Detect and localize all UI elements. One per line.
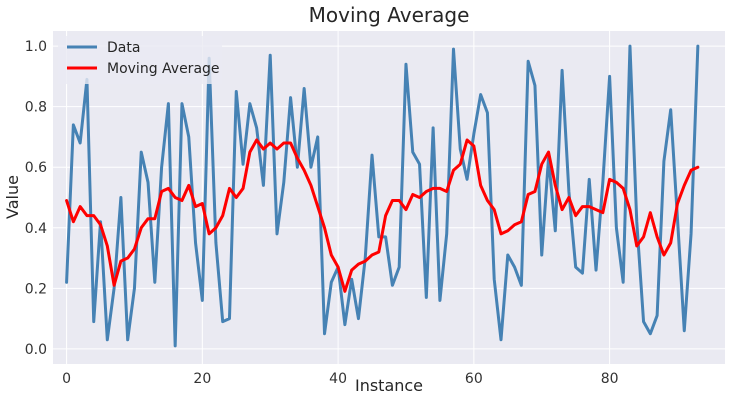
tick-labels: 0 20 40 60 80 0.0 0.2 0.4 0.6 0.8 1.0: [25, 39, 619, 387]
y-tick-label: 0.0: [25, 342, 47, 358]
x-tick-label: 20: [193, 371, 211, 387]
y-tick-label: 0.2: [25, 281, 47, 297]
plot-background: [53, 31, 725, 364]
legend-label-data: Data: [107, 40, 140, 56]
grid-lines: [53, 31, 725, 364]
x-axis-label: Instance: [355, 376, 423, 395]
y-axis-label: Value: [3, 175, 22, 219]
y-tick-label: 1.0: [25, 39, 47, 55]
x-tick-label: 80: [601, 371, 619, 387]
y-tick-label: 0.4: [25, 221, 47, 237]
legend: Data Moving Average: [58, 36, 222, 84]
chart-title: Moving Average: [309, 3, 470, 27]
moving-average-series-line: [65, 138, 700, 293]
x-tick-label: 0: [62, 371, 71, 387]
series-layer: [65, 44, 700, 348]
x-tick-label: 60: [465, 371, 483, 387]
legend-label-moving-average: Moving Average: [107, 61, 220, 77]
legend-box: [58, 36, 222, 84]
x-tick-label: 40: [329, 371, 347, 387]
y-tick-label: 0.8: [25, 100, 47, 116]
y-tick-label: 0.6: [25, 160, 47, 176]
